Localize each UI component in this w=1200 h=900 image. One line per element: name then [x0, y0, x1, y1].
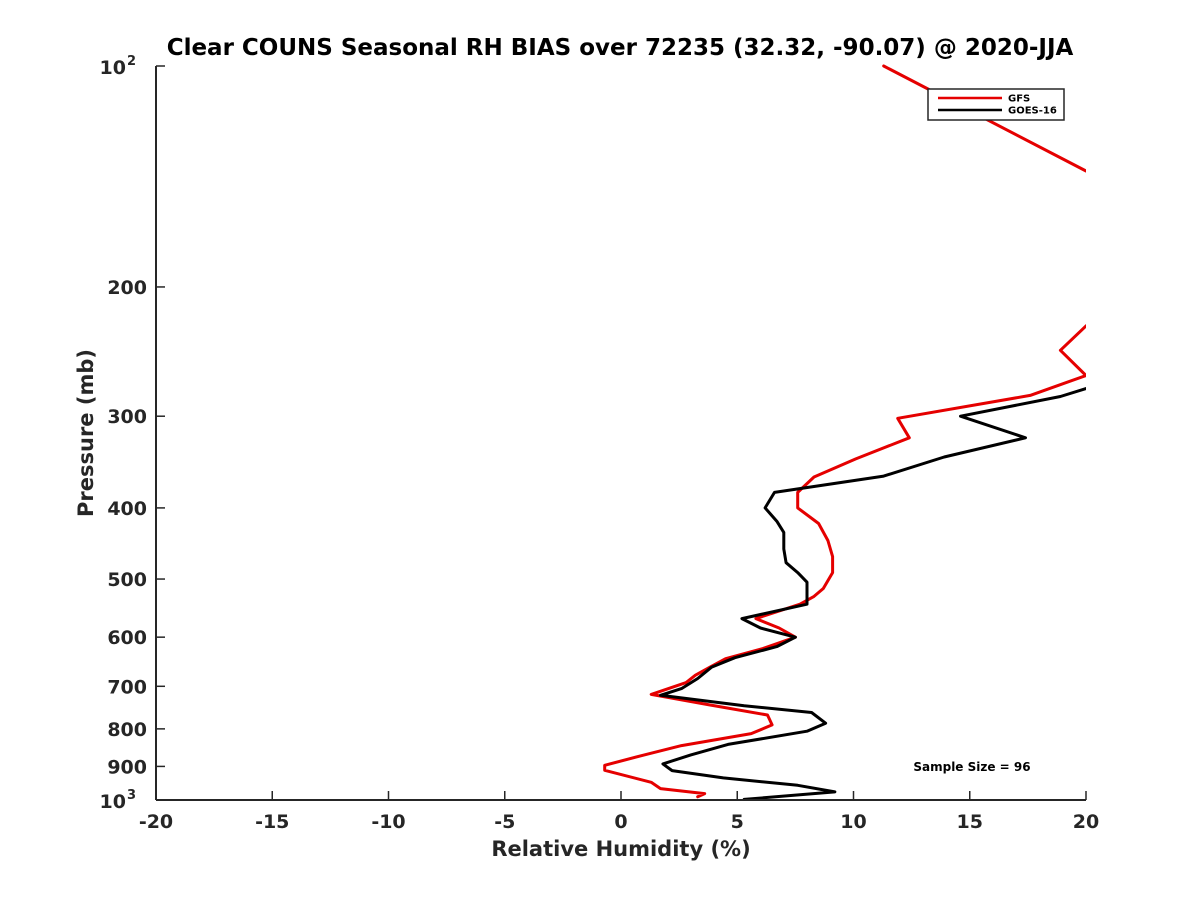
- y-tick-label: 600: [107, 627, 147, 649]
- y-tick-exponent: 2: [127, 54, 136, 69]
- series-line-gfs-1: [603, 324, 1086, 799]
- y-tick-label: 800: [107, 719, 147, 741]
- y-tick-label: 200: [107, 277, 147, 299]
- sample-size-annotation: Sample Size = 96: [913, 760, 1030, 774]
- x-tick-label: -5: [494, 811, 515, 833]
- legend: GFS GOES-16: [927, 88, 1065, 121]
- x-tick-label: 5: [731, 811, 744, 833]
- chart-title: Clear COUNS Seasonal RH BIAS over 72235 …: [167, 35, 1074, 61]
- y-tick-exponent: 3: [127, 788, 136, 803]
- x-ticks: -20 -15 -10 -5 0 5 10 15 20: [139, 791, 1099, 833]
- legend-label-goes16: GOES-16: [1008, 106, 1057, 117]
- y-tick-label: 900: [107, 756, 147, 778]
- y-tick-label: 300: [107, 406, 147, 428]
- x-tick-label: 20: [1073, 811, 1099, 833]
- legend-label-gfs: GFS: [1008, 94, 1030, 105]
- x-tick-label: 0: [614, 811, 627, 833]
- x-tick-label: 15: [957, 811, 983, 833]
- x-tick-label: -20: [139, 811, 173, 833]
- y-tick-label: 500: [107, 569, 147, 591]
- y-tick-label: 10: [100, 791, 126, 813]
- x-tick-label: -15: [255, 811, 289, 833]
- y-tick-label: 400: [107, 498, 147, 520]
- y-axis-label: Pressure (mb): [74, 349, 98, 517]
- y-tick-label: 10: [100, 57, 126, 79]
- legend-box: [927, 88, 1065, 121]
- series-line-goes16-0: [659, 387, 1086, 800]
- x-axis-label: Relative Humidity (%): [491, 837, 750, 861]
- y-tick-label: 700: [107, 676, 147, 698]
- x-tick-label: 10: [840, 811, 866, 833]
- x-tick-label: -10: [371, 811, 405, 833]
